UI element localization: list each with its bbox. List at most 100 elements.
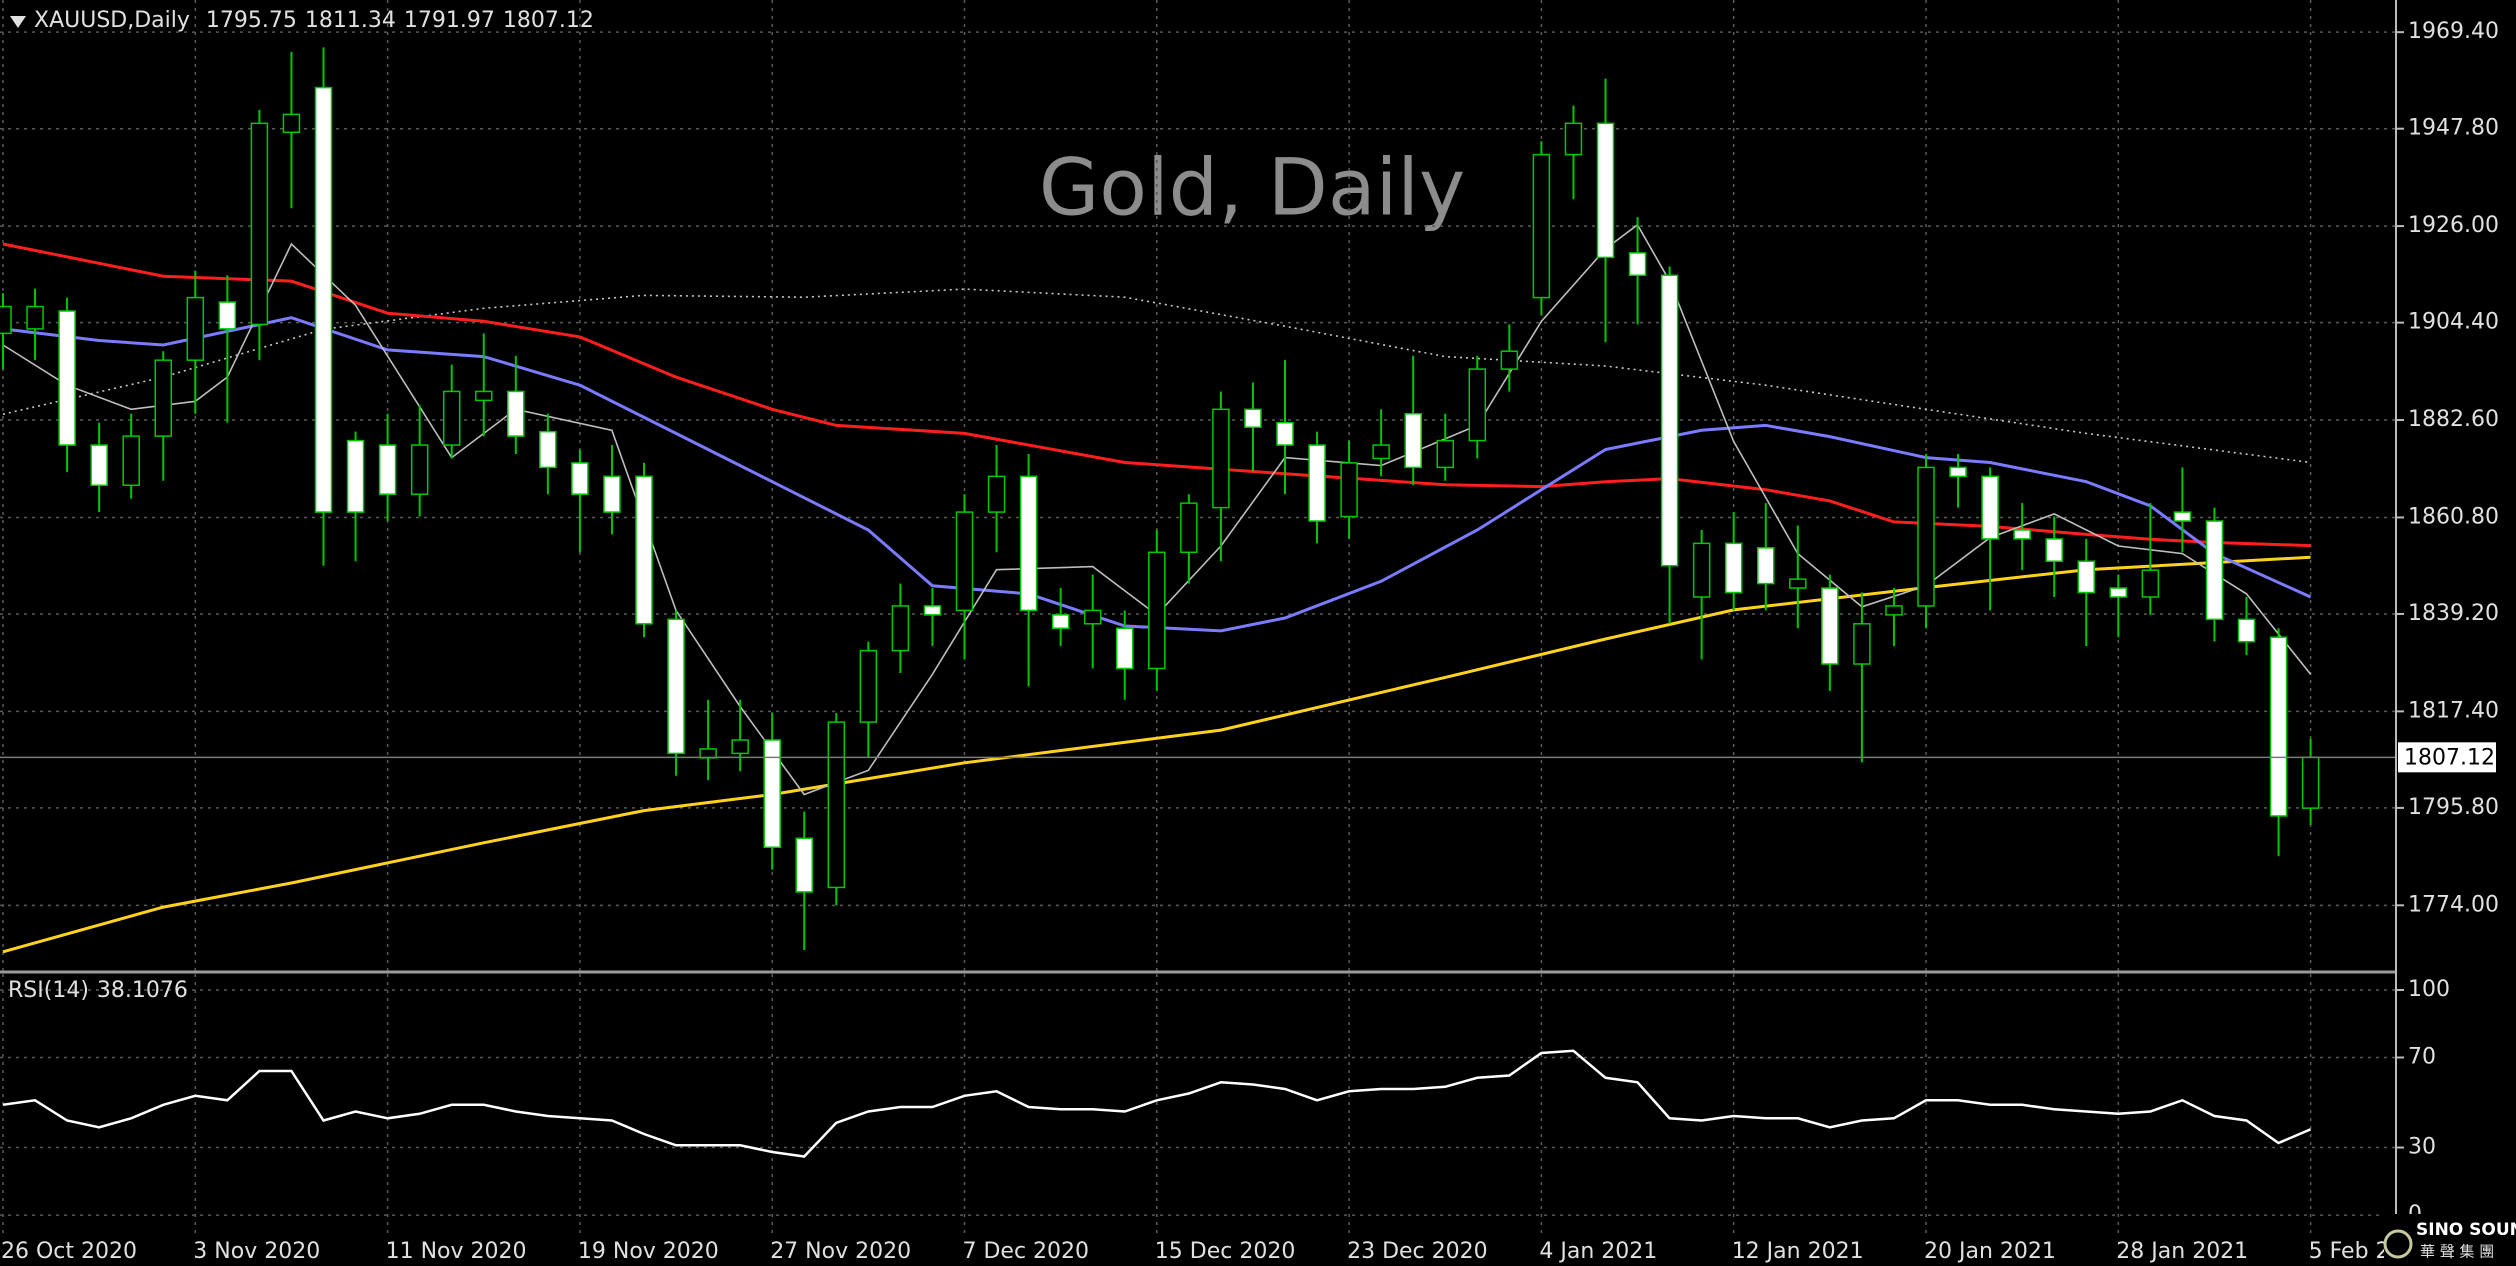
candle-body	[1660, 274, 1679, 567]
candle-body	[1885, 605, 1903, 616]
x-tick-label: 20 Jan 2021	[1924, 1239, 2056, 1264]
candle-body	[955, 511, 974, 612]
header-high: 1811.34	[305, 8, 396, 33]
candle-body	[26, 305, 44, 330]
candle-body	[1308, 444, 1326, 522]
x-tick-label: 23 Dec 2020	[1347, 1239, 1488, 1264]
y-tick-label: 1882.60	[2408, 407, 2499, 432]
logo-subtitle: 華 聲 集 團	[2420, 1243, 2494, 1261]
candle-body	[2237, 618, 2256, 643]
logo-icon	[2383, 1229, 2413, 1259]
candle-body	[475, 390, 493, 402]
candle-body	[1148, 551, 1166, 670]
y-tick-label: 1795.80	[2408, 795, 2499, 820]
y-tick-label: 1969.40	[2408, 19, 2499, 44]
candle-body	[1596, 122, 1615, 259]
candle-body	[2141, 569, 2160, 598]
candle-body	[2269, 636, 2288, 817]
candle-body	[1821, 587, 1839, 665]
rsi-value: 38.1076	[97, 978, 188, 1003]
candle-body	[699, 748, 717, 759]
candle-body	[1917, 466, 1935, 607]
symbol: XAUUSD,Daily	[34, 8, 190, 33]
candle-body	[603, 475, 621, 513]
y-tick-label: 1774.00	[2408, 892, 2499, 917]
candle-body	[795, 837, 813, 893]
y-tick-label: 70	[2408, 1045, 2436, 1070]
candle-body	[1212, 408, 1230, 509]
candle-body	[58, 310, 76, 446]
x-tick-label: 26 Oct 2020	[1, 1239, 137, 1264]
candle-body	[1981, 475, 1999, 540]
y-tick-label: 30	[2408, 1135, 2436, 1160]
candle-body	[90, 444, 108, 487]
candle-body	[1500, 350, 1519, 370]
candle-body	[2109, 587, 2128, 598]
candle-body	[1468, 368, 1487, 442]
x-tick-label: 27 Nov 2020	[770, 1239, 911, 1264]
candle-body	[2013, 529, 2031, 540]
overlay: 1969.40 1947.80 1926.00 1904.40 1882.60 1860.…	[1, 19, 2516, 1266]
candle-body	[2205, 520, 2224, 621]
y-tick-label: 1947.80	[2408, 116, 2499, 141]
candle-body	[1276, 421, 1294, 446]
candle-body	[314, 86, 333, 513]
candle-body	[1789, 578, 1807, 589]
candle-body	[1180, 502, 1198, 554]
x-tick-label: 4 Jan 2021	[1539, 1239, 1657, 1264]
candle-body	[250, 122, 269, 326]
y-tick-label: 1926.00	[2408, 213, 2499, 238]
candle-body	[635, 475, 653, 625]
candle-body	[1019, 475, 1038, 612]
candle-body	[0, 305, 12, 335]
candle-body	[923, 605, 942, 616]
candle-body	[2045, 538, 2063, 562]
candle-body	[1564, 122, 1583, 156]
y-tick-label: 100	[2408, 977, 2450, 1002]
watermark-title: Gold, Daily	[1039, 143, 1465, 233]
rsi-line	[2, 1049, 2312, 1158]
candle-body	[1436, 439, 1454, 469]
candle-body	[571, 462, 589, 495]
candle-body	[2077, 560, 2095, 594]
y-tick-label: 1860.80	[2408, 504, 2499, 529]
candle-body	[1853, 623, 1871, 665]
candle-body	[763, 739, 781, 848]
candle-body	[1244, 408, 1262, 428]
plot	[0, 0, 2396, 1236]
candle-body	[378, 444, 397, 495]
candle-body	[1404, 413, 1422, 469]
candle-body	[1692, 542, 1711, 598]
candle-body	[1083, 609, 1102, 625]
candle-body	[2301, 756, 2320, 809]
x-tick-label: 7 Dec 2020	[963, 1239, 1090, 1264]
candle-body	[1340, 462, 1358, 518]
candle-body	[1532, 153, 1551, 299]
candle-body	[539, 430, 557, 469]
y-tick-label: 1839.20	[2408, 601, 2499, 626]
candle-body	[891, 605, 910, 652]
candle-body	[218, 301, 237, 330]
header-close: 1807.12	[503, 8, 594, 33]
y-tick-label: 1817.40	[2408, 698, 2499, 723]
rsi-name: RSI(14)	[8, 978, 89, 1003]
candle-body	[507, 390, 525, 437]
x-tick-label: 3 Nov 2020	[193, 1239, 320, 1264]
candle-body	[1949, 466, 1967, 478]
x-tick-label: 12 Jan 2021	[1732, 1239, 1864, 1264]
moving-average	[2, 288, 2311, 464]
x-tick-label: 15 Dec 2020	[1155, 1239, 1296, 1264]
candle-body	[987, 475, 1006, 513]
candle-body	[1724, 542, 1743, 594]
candle-body	[1051, 614, 1070, 630]
candle-body	[122, 435, 140, 487]
candle-body	[731, 739, 749, 755]
candle-body	[827, 721, 846, 889]
menu-triangle[interactable]	[10, 16, 26, 28]
candle-body	[442, 390, 461, 446]
candle-body	[410, 444, 429, 495]
candle-body	[1116, 627, 1134, 670]
